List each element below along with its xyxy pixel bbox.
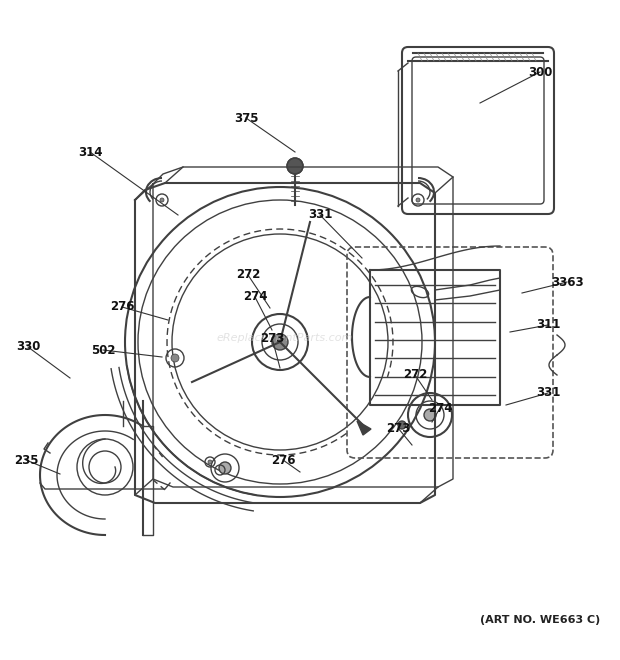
- Text: eReplacementParts.com: eReplacementParts.com: [217, 333, 353, 343]
- Text: 272: 272: [403, 368, 427, 381]
- Text: 274: 274: [243, 290, 267, 304]
- Circle shape: [287, 158, 303, 174]
- Text: 276: 276: [271, 453, 295, 467]
- Circle shape: [398, 421, 406, 429]
- Text: 273: 273: [386, 422, 410, 434]
- Text: 375: 375: [234, 112, 259, 125]
- Text: 314: 314: [78, 145, 102, 158]
- Text: 300: 300: [528, 65, 552, 79]
- Text: 3363: 3363: [551, 275, 583, 288]
- Circle shape: [416, 198, 420, 202]
- Polygon shape: [357, 421, 371, 435]
- Text: 276: 276: [110, 300, 135, 314]
- Text: 273: 273: [260, 331, 284, 345]
- Text: 272: 272: [236, 269, 260, 282]
- Circle shape: [208, 460, 212, 464]
- Text: 331: 331: [308, 209, 332, 222]
- Circle shape: [171, 354, 179, 362]
- Circle shape: [272, 334, 288, 350]
- Circle shape: [160, 198, 164, 202]
- Text: 331: 331: [536, 387, 560, 399]
- Text: 311: 311: [536, 319, 560, 331]
- Text: 235: 235: [14, 453, 38, 467]
- Text: 330: 330: [16, 341, 40, 354]
- Circle shape: [424, 409, 436, 421]
- Circle shape: [219, 462, 231, 474]
- Text: 502: 502: [91, 343, 115, 356]
- Text: (ART NO. WE663 C): (ART NO. WE663 C): [480, 615, 600, 625]
- Text: 274: 274: [428, 401, 452, 414]
